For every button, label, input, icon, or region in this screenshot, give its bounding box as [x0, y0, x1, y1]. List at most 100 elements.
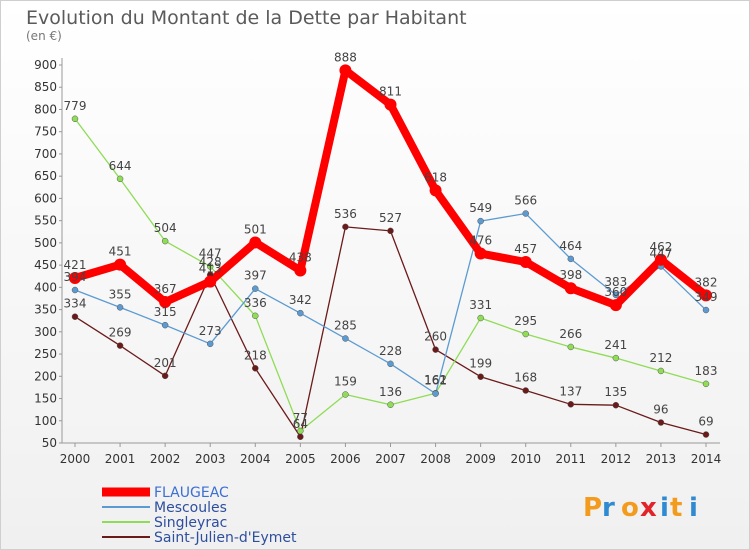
data-point [71, 115, 79, 123]
data-label: 549 [469, 201, 492, 215]
y-tick-label: 850 [34, 80, 57, 94]
data-label: 273 [199, 324, 222, 338]
logo-letter: x [640, 493, 657, 523]
data-label: 336 [244, 296, 267, 310]
legend-label: Singleyrac [154, 515, 227, 531]
y-tick-label: 500 [34, 236, 57, 250]
data-label: 349 [695, 290, 718, 304]
data-point [252, 285, 259, 292]
data-label: 137 [559, 384, 582, 398]
x-tick-label: 2004 [240, 452, 271, 466]
legend-label: Saint-Julien-d'Eymet [154, 530, 297, 546]
data-point [429, 184, 442, 197]
data-label: 382 [695, 275, 718, 289]
x-tick-label: 2014 [691, 452, 722, 466]
data-point [477, 314, 484, 322]
y-tick-label: 800 [34, 102, 57, 116]
data-point [116, 342, 124, 349]
legend-label: FLAUGEAC [154, 485, 229, 501]
data-point [71, 313, 79, 320]
y-tick-label: 750 [34, 125, 57, 139]
data-point [206, 340, 214, 348]
x-tick-label: 2006 [330, 452, 361, 466]
x-tick-label: 2013 [646, 452, 677, 466]
y-tick-label: 300 [34, 325, 57, 339]
legend-label: Mescoules [154, 500, 227, 516]
data-point [297, 309, 304, 317]
data-point [161, 321, 169, 329]
data-label: 295 [514, 314, 537, 328]
data-label: 394 [64, 270, 87, 284]
data-point [612, 401, 620, 409]
data-label: 644 [109, 159, 132, 173]
data-point [612, 354, 620, 362]
data-label: 618 [424, 170, 447, 184]
data-label: 438 [289, 250, 312, 264]
y-tick-label: 150 [34, 392, 57, 406]
data-point [477, 217, 484, 225]
data-point [387, 227, 394, 235]
x-tick-label: 2010 [510, 452, 541, 466]
data-point [657, 367, 665, 375]
data-point [567, 401, 575, 408]
data-label: 421 [64, 258, 87, 272]
data-point [612, 291, 620, 299]
data-label: 779 [64, 99, 87, 113]
x-tick-label: 2008 [420, 452, 451, 466]
y-tick-label: 100 [34, 414, 57, 428]
x-tick-label: 2002 [150, 452, 181, 466]
data-point [252, 312, 259, 320]
data-point [69, 272, 81, 285]
data-point [522, 210, 529, 217]
data-point [654, 253, 667, 266]
data-label: 504 [154, 221, 177, 235]
data-point [116, 304, 124, 311]
y-tick-label: 900 [34, 58, 57, 72]
data-label: 183 [695, 364, 718, 378]
data-point [432, 390, 439, 397]
data-point [474, 247, 487, 260]
data-point [206, 263, 214, 270]
data-point [567, 343, 575, 351]
data-point [384, 98, 397, 111]
logo-letter: i [689, 493, 698, 523]
data-label: 241 [604, 338, 627, 352]
data-label: 536 [334, 207, 357, 221]
data-point [702, 306, 710, 314]
data-label: 413 [199, 262, 222, 276]
y-tick-label: 250 [34, 347, 57, 361]
data-point [477, 373, 484, 380]
data-point [609, 299, 622, 312]
data-label: 811 [379, 85, 402, 99]
data-label: 331 [469, 298, 492, 312]
data-label: 64 [293, 417, 308, 431]
data-point [297, 433, 304, 441]
data-label: 367 [154, 282, 177, 296]
data-label: 457 [514, 242, 537, 256]
data-label: 447 [649, 246, 672, 260]
data-label: 136 [379, 385, 402, 399]
data-point [342, 391, 349, 398]
x-tick-label: 2007 [375, 452, 406, 466]
x-tick-label: 2005 [285, 452, 316, 466]
data-point [522, 387, 529, 394]
data-label: 360 [604, 285, 627, 299]
data-label: 212 [649, 351, 672, 365]
data-label: 334 [64, 297, 87, 311]
data-label: 69 [698, 415, 713, 429]
data-label: 462 [649, 240, 672, 254]
data-label: 162 [424, 373, 447, 387]
y-tick-label: 600 [34, 191, 57, 205]
data-point [342, 335, 349, 342]
data-label: 428 [199, 255, 222, 269]
data-label: 159 [334, 375, 357, 389]
y-tick-label: 550 [34, 214, 57, 228]
y-tick-label: 200 [34, 369, 57, 383]
x-tick-label: 2001 [105, 452, 136, 466]
data-point [432, 346, 439, 353]
data-point [161, 237, 169, 245]
data-label: 527 [379, 211, 402, 225]
data-label: 397 [244, 269, 267, 283]
